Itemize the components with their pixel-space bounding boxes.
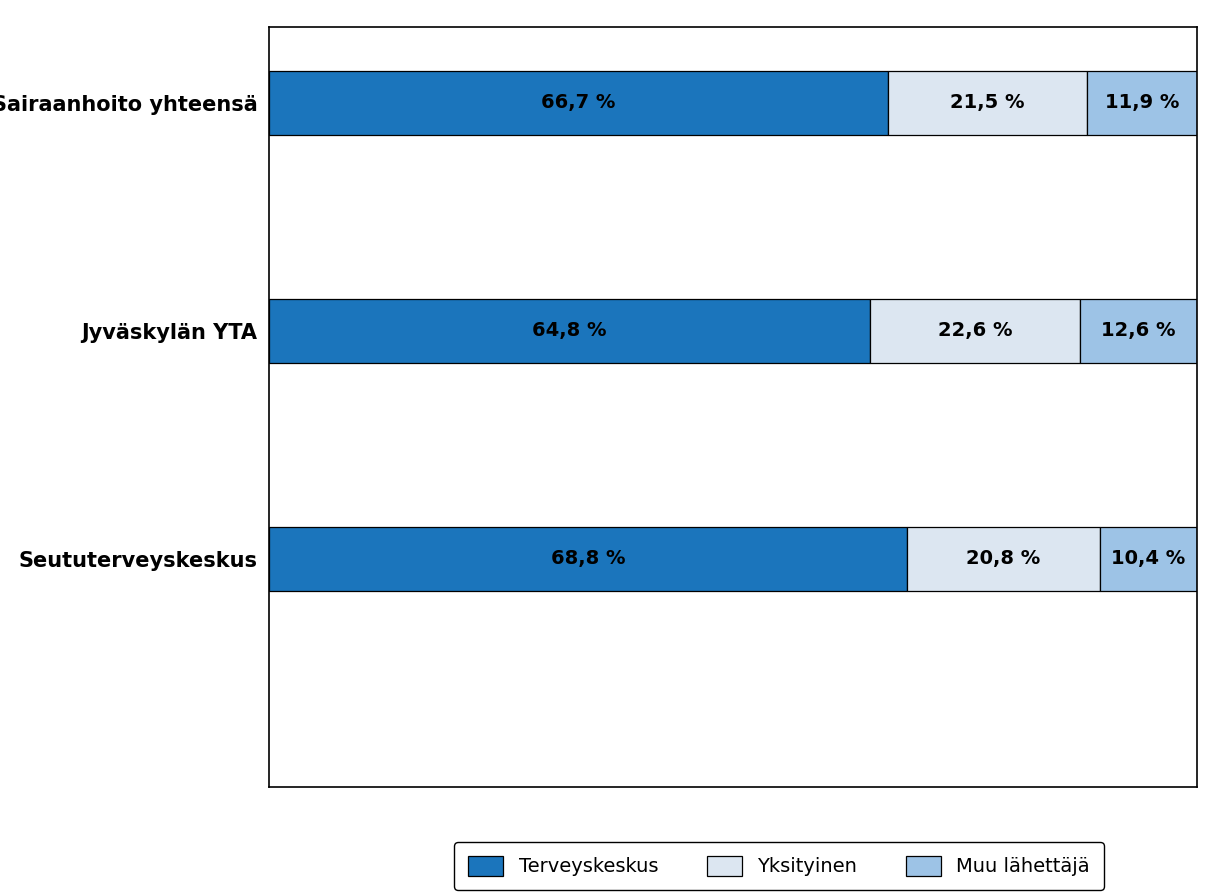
Text: 21,5 %: 21,5 %	[950, 93, 1024, 113]
Bar	[888, 71, 1087, 135]
Bar	[907, 527, 1100, 591]
Text: 22,6 %: 22,6 %	[938, 321, 1012, 341]
Bar	[1079, 299, 1197, 363]
Text: 11,9 %: 11,9 %	[1105, 93, 1179, 113]
Legend: Terveyskeskus, Yksityinen, Muu lähettäjä: Terveyskeskus, Yksityinen, Muu lähettäjä	[454, 842, 1104, 890]
Text: 64,8 %: 64,8 %	[532, 321, 607, 341]
Text: 68,8 %: 68,8 %	[551, 549, 625, 569]
Text: 66,7 %: 66,7 %	[541, 93, 615, 113]
Bar	[269, 527, 907, 591]
Text: 10,4 %: 10,4 %	[1111, 549, 1186, 569]
Bar	[869, 299, 1079, 363]
Bar	[1087, 71, 1198, 135]
Bar	[269, 71, 888, 135]
Bar	[1100, 527, 1197, 591]
Text: 20,8 %: 20,8 %	[967, 549, 1040, 569]
Text: 12,6 %: 12,6 %	[1101, 321, 1176, 341]
Bar	[269, 299, 869, 363]
